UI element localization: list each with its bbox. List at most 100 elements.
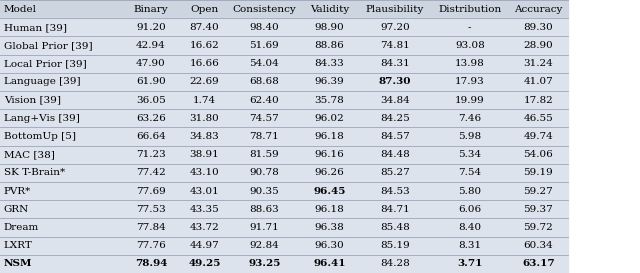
Text: 35.78: 35.78 (315, 96, 344, 105)
Text: 90.35: 90.35 (250, 187, 279, 195)
Text: GRN: GRN (4, 205, 29, 214)
Text: 90.78: 90.78 (250, 168, 279, 177)
Text: Dream: Dream (4, 223, 39, 232)
Text: 88.63: 88.63 (250, 205, 279, 214)
Text: 41.07: 41.07 (524, 78, 553, 86)
Text: 77.69: 77.69 (136, 187, 166, 195)
Text: 42.94: 42.94 (136, 41, 166, 50)
Text: 17.82: 17.82 (524, 96, 553, 105)
Text: 59.27: 59.27 (524, 187, 553, 195)
Text: 66.64: 66.64 (136, 132, 166, 141)
Text: 19.99: 19.99 (455, 96, 484, 105)
Text: 96.41: 96.41 (314, 259, 346, 268)
Text: Local Prior [39]: Local Prior [39] (4, 59, 86, 68)
Text: 96.16: 96.16 (315, 150, 344, 159)
Text: 77.76: 77.76 (136, 241, 166, 250)
Text: 78.94: 78.94 (135, 259, 167, 268)
Text: 59.72: 59.72 (524, 223, 553, 232)
Text: 6.06: 6.06 (458, 205, 481, 214)
Text: Human [39]: Human [39] (4, 23, 67, 32)
Bar (0, 127, 568, 146)
Text: Lang+Vis [39]: Lang+Vis [39] (4, 114, 80, 123)
Text: 43.72: 43.72 (189, 223, 220, 232)
Bar (0, 18, 568, 36)
Bar (0, 146, 568, 164)
Text: 8.31: 8.31 (458, 241, 481, 250)
Text: 92.84: 92.84 (250, 241, 279, 250)
Text: 78.71: 78.71 (250, 132, 279, 141)
Text: 74.57: 74.57 (250, 114, 279, 123)
Text: 84.31: 84.31 (380, 59, 410, 68)
Text: 89.30: 89.30 (524, 23, 553, 32)
Text: 84.48: 84.48 (380, 150, 410, 159)
Text: 7.54: 7.54 (458, 168, 481, 177)
Text: 59.19: 59.19 (524, 168, 553, 177)
Text: Global Prior [39]: Global Prior [39] (4, 41, 92, 50)
Text: 84.28: 84.28 (380, 259, 410, 268)
Text: 85.48: 85.48 (380, 223, 410, 232)
Text: 49.25: 49.25 (188, 259, 221, 268)
Bar (0, 237, 568, 255)
Bar (0, 218, 568, 237)
Text: 84.25: 84.25 (380, 114, 410, 123)
Text: 54.04: 54.04 (250, 59, 279, 68)
Text: 31.80: 31.80 (189, 114, 220, 123)
Text: 43.35: 43.35 (189, 205, 220, 214)
Text: 77.42: 77.42 (136, 168, 166, 177)
Text: PVR*: PVR* (4, 187, 31, 195)
Text: 96.39: 96.39 (315, 78, 344, 86)
Text: Binary: Binary (134, 5, 168, 14)
Text: 47.90: 47.90 (136, 59, 166, 68)
Text: 28.90: 28.90 (524, 41, 553, 50)
Text: 49.74: 49.74 (524, 132, 553, 141)
Text: 91.20: 91.20 (136, 23, 166, 32)
Text: Consistency: Consistency (232, 5, 296, 14)
Text: 16.66: 16.66 (189, 59, 220, 68)
Text: 96.38: 96.38 (315, 223, 344, 232)
Text: 46.55: 46.55 (524, 114, 553, 123)
Text: 85.19: 85.19 (380, 241, 410, 250)
Text: 68.68: 68.68 (250, 78, 279, 86)
Text: 7.46: 7.46 (458, 114, 481, 123)
Text: Plausibility: Plausibility (365, 5, 424, 14)
Text: 77.84: 77.84 (136, 223, 166, 232)
Text: 96.02: 96.02 (315, 114, 344, 123)
Bar (0, 164, 568, 182)
Text: 98.90: 98.90 (315, 23, 344, 32)
Text: 43.10: 43.10 (189, 168, 220, 177)
Text: 84.33: 84.33 (315, 59, 344, 68)
Text: 38.91: 38.91 (189, 150, 220, 159)
Text: 34.83: 34.83 (189, 132, 220, 141)
Bar (0, 109, 568, 127)
Text: Open: Open (190, 5, 219, 14)
Text: Vision [39]: Vision [39] (4, 96, 61, 105)
Text: 96.30: 96.30 (315, 241, 344, 250)
Text: Validity: Validity (310, 5, 349, 14)
Text: 1.74: 1.74 (193, 96, 216, 105)
Text: 84.57: 84.57 (380, 132, 410, 141)
Text: 87.40: 87.40 (189, 23, 220, 32)
Text: 22.69: 22.69 (189, 78, 220, 86)
Text: 84.53: 84.53 (380, 187, 410, 195)
Text: 71.23: 71.23 (136, 150, 166, 159)
Text: Distribution: Distribution (438, 5, 501, 14)
Text: 93.08: 93.08 (455, 41, 484, 50)
Bar (0, 255, 568, 273)
Text: 96.45: 96.45 (314, 187, 346, 195)
Text: 51.69: 51.69 (250, 41, 279, 50)
Text: 16.62: 16.62 (189, 41, 220, 50)
Text: LXRT: LXRT (4, 241, 33, 250)
Text: 61.90: 61.90 (136, 78, 166, 86)
Text: 54.06: 54.06 (524, 150, 553, 159)
Bar (0, 182, 568, 200)
Text: 13.98: 13.98 (455, 59, 484, 68)
Bar (0, 55, 568, 73)
Text: 3.71: 3.71 (457, 259, 483, 268)
Text: 77.53: 77.53 (136, 205, 166, 214)
Text: 84.71: 84.71 (380, 205, 410, 214)
Text: 63.26: 63.26 (136, 114, 166, 123)
Text: MAC [38]: MAC [38] (4, 150, 54, 159)
Text: NSM: NSM (4, 259, 33, 268)
Text: 93.25: 93.25 (248, 259, 280, 268)
Text: Accuracy: Accuracy (514, 5, 563, 14)
